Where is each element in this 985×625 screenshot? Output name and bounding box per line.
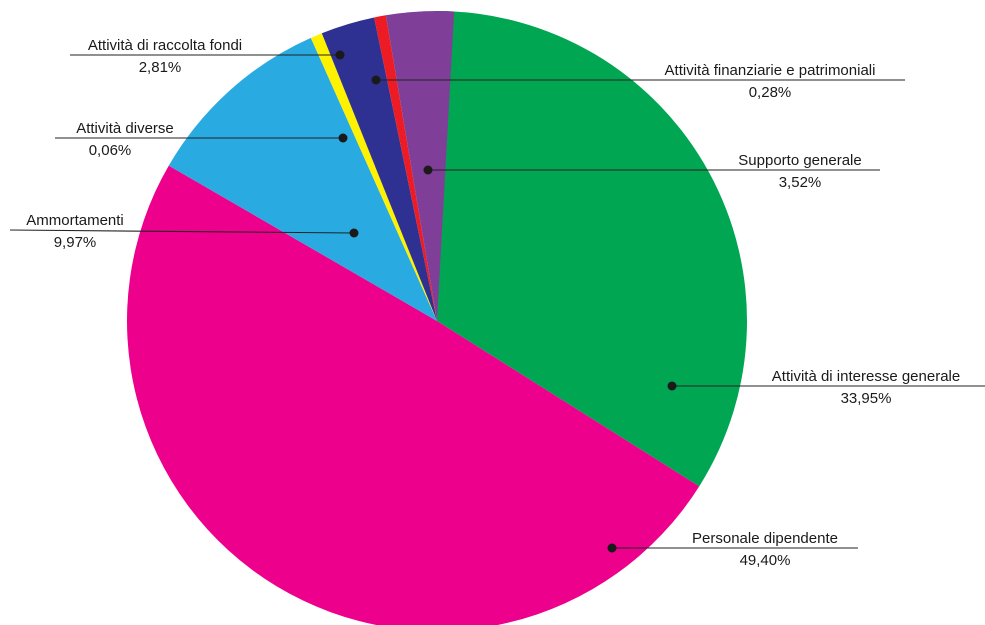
slice-value-4: 0,06% <box>89 142 132 159</box>
slice-label-5: Attività di raccolta fondi <box>88 37 242 54</box>
slice-label-7: Supporto generale <box>738 152 861 169</box>
leader-dot-2 <box>608 544 617 553</box>
leader-dot-6 <box>372 76 381 85</box>
slice-label-2: Personale dipendente <box>692 530 838 547</box>
slice-value-7: 3,52% <box>779 174 822 191</box>
slice-value-3: 9,97% <box>54 234 97 251</box>
leader-dot-1 <box>668 382 677 391</box>
slice-label-3: Ammortamenti <box>26 212 124 229</box>
leader-dot-5 <box>336 51 345 60</box>
leader-dot-4 <box>339 134 348 143</box>
leader-dot-7 <box>424 166 433 175</box>
slice-value-1: 33,95% <box>841 390 892 407</box>
slice-value-2: 49,40% <box>740 552 791 569</box>
leader-dot-3 <box>350 229 359 238</box>
slice-value-6: 0,28% <box>749 84 792 101</box>
slice-label-4: Attività diverse <box>76 120 174 137</box>
pie-slices <box>127 11 747 625</box>
slice-label-1: Attività di interesse generale <box>772 368 960 385</box>
slice-value-5: 2,81% <box>139 59 182 76</box>
slice-label-6: Attività finanziarie e patrimoniali <box>665 62 876 79</box>
